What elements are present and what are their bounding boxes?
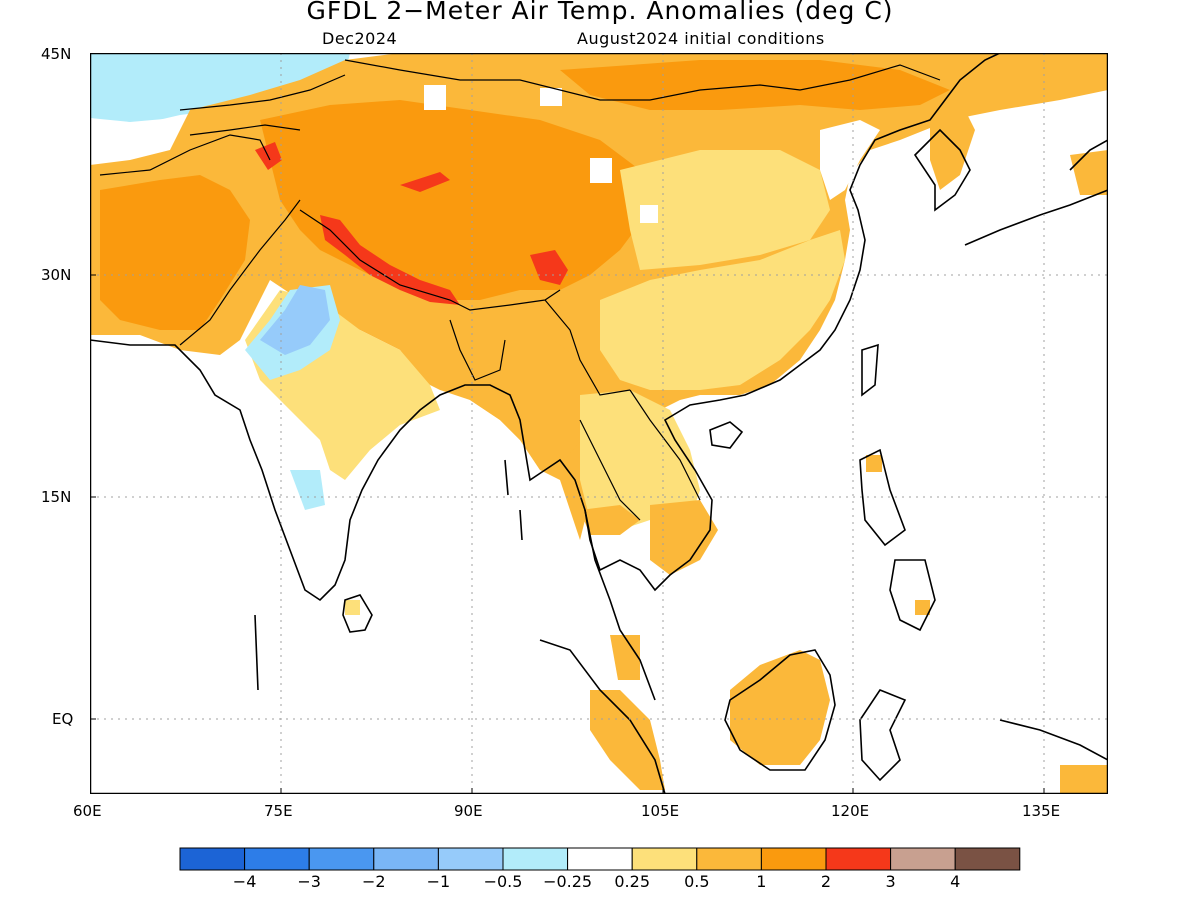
border-myanmar-china — [544, 299, 631, 396]
lon-label-120e: 120E — [831, 802, 870, 820]
anomaly-india-blue — [260, 285, 330, 355]
coastline-andaman — [254, 459, 523, 691]
border-himalaya — [299, 209, 561, 311]
coastline-india — [90, 53, 1001, 602]
anomaly-fill-layer — [90, 53, 1108, 794]
colorbar-swatch — [244, 847, 310, 871]
coastline-borneo — [724, 649, 836, 771]
colorbar-tick-label: 4 — [950, 872, 961, 891]
coastline-luzon — [859, 448, 906, 547]
border-central-asia — [189, 124, 301, 136]
coastline-japan — [964, 139, 1108, 246]
lon-label-135e: 135E — [1022, 802, 1061, 820]
lat-label-30n: 30N — [41, 266, 72, 284]
figure-title: GFDL 2−Meter Air Temp. Anomalies (deg C) — [306, 0, 894, 25]
colorbar-swatch — [890, 847, 956, 871]
border-laos-vietnam — [629, 389, 701, 501]
anomaly-coast-white — [820, 120, 880, 200]
anomaly-hole-4 — [540, 88, 562, 106]
colorbar-tick-label: −3 — [297, 872, 321, 891]
lat-label-15n: 15N — [41, 488, 72, 506]
lon-label-90e: 90E — [454, 802, 483, 820]
colorbar-swatch — [825, 847, 892, 871]
colorbar-tick-label: 3 — [885, 872, 896, 891]
colorbar-swatch — [954, 847, 1021, 871]
border-afghanistan — [99, 134, 271, 176]
anomaly-hole-3 — [640, 205, 658, 223]
forecast-period: Dec2024 — [322, 29, 398, 48]
anomaly-sumatra-orange — [590, 690, 665, 790]
anomaly-hole-2 — [590, 158, 612, 183]
colorbar-swatch — [696, 847, 762, 871]
border-thailand — [579, 419, 641, 521]
colorbar-swatch — [502, 847, 569, 871]
anomaly-mindanao-orange — [915, 600, 930, 615]
colorbar-swatch — [308, 847, 375, 871]
gridlines-layer — [90, 53, 1108, 794]
anomaly-himalaya-red — [320, 215, 460, 305]
anomaly-korea-orange — [930, 100, 975, 190]
colorbar-tick-label: 0.25 — [614, 872, 650, 891]
lon-label-75e: 75E — [264, 802, 293, 820]
colorbar-tick-label: −2 — [362, 872, 386, 891]
anomaly-kazakhstan-blue — [90, 53, 350, 122]
border-pakistan-india — [179, 199, 301, 346]
anomaly-philippines-orange — [866, 455, 882, 472]
anomaly-malaya-orange — [610, 635, 640, 680]
colorbar-tick-label: 2 — [820, 872, 832, 891]
anomaly-south-china-yellow — [600, 230, 845, 390]
colorbar-tick-label: −0.5 — [483, 872, 523, 891]
coastline-hainan — [709, 421, 744, 449]
colorbar-tick-label: 1 — [756, 872, 767, 891]
anomaly-thailand-orange — [580, 505, 640, 535]
anomaly-map — [90, 53, 1108, 794]
colorbar-swatch — [760, 847, 827, 871]
lat-label-eq: EQ — [52, 710, 74, 728]
border-layer — [99, 59, 941, 521]
anomaly-srilanka-yellow — [345, 600, 360, 615]
anomaly-pakistan-dark-orange — [100, 175, 250, 330]
coastline-new-guinea — [999, 719, 1108, 761]
anomaly-hole-1 — [424, 85, 446, 110]
anomaly-east-china-yellow — [620, 150, 830, 270]
coastline-layer — [90, 53, 1108, 794]
coastline-malay-peninsula — [584, 509, 656, 701]
anomaly-png-orange — [1060, 765, 1108, 794]
colorbar-tick-label: 0.5 — [684, 872, 710, 891]
colorbar-swatch — [437, 847, 504, 871]
lat-label-45n: 45N — [41, 45, 72, 63]
coastline-sulawesi — [859, 689, 907, 782]
anomaly-india-blue-south — [290, 470, 325, 510]
colorbar-tick-label: −4 — [232, 872, 257, 891]
anomaly-cambodia-orange — [650, 500, 718, 575]
colorbar-tick-label: −1 — [426, 872, 451, 891]
map-frame — [90, 53, 1108, 794]
coastline-sumatra — [539, 639, 666, 794]
anomaly-tibet-red-2 — [400, 172, 450, 192]
colorbar-tick-label: −0.25 — [543, 872, 593, 891]
border-bangladesh — [449, 319, 506, 381]
anomaly-myanmar-orange — [450, 320, 600, 470]
anomaly-kazakhstan-white — [90, 118, 190, 165]
coastline-korea — [913, 128, 971, 212]
coastline-mindanao — [889, 559, 936, 632]
anomaly-indochina-yellow — [580, 390, 700, 530]
coastline-taiwan — [861, 343, 879, 397]
colorbar-swatch — [567, 847, 633, 871]
colorbar-swatch — [631, 847, 698, 871]
border-kazakhstan — [179, 74, 346, 111]
initial-conditions: August2024 initial conditions — [577, 29, 825, 48]
coastline-srilanka — [342, 594, 373, 633]
colorbar-swatch — [373, 847, 439, 871]
lon-label-105e: 105E — [641, 802, 680, 820]
border-china-mongolia — [344, 59, 941, 101]
colorbar-swatch — [179, 847, 246, 871]
lon-label-60e: 60E — [73, 802, 102, 820]
anomaly-borneo-orange — [730, 650, 830, 765]
anomaly-tibet-red-1 — [530, 250, 568, 285]
